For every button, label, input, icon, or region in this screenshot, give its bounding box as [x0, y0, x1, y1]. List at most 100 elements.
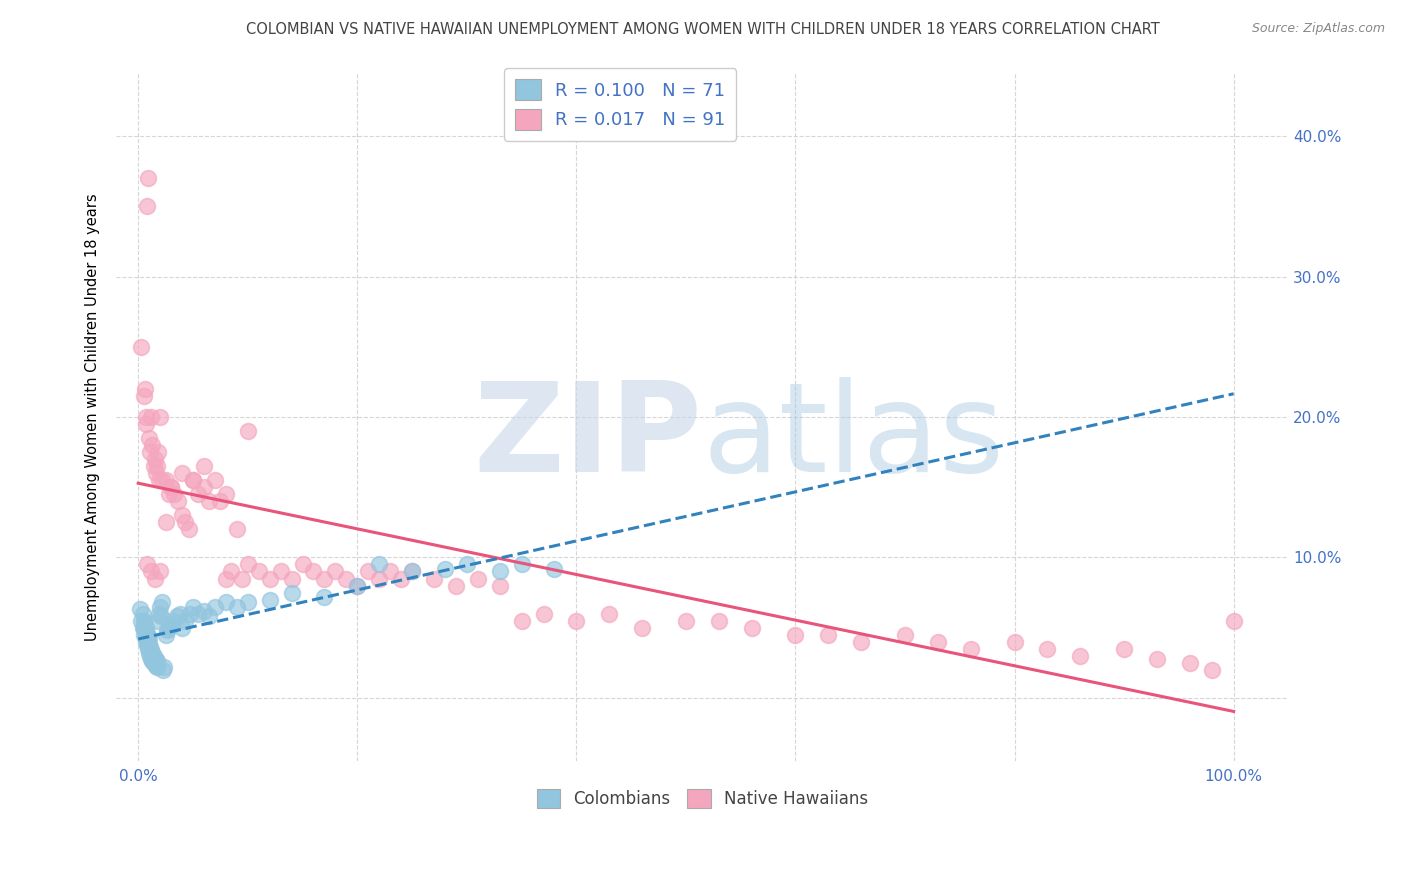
Point — [136, 629, 159, 643]
Point — [346, 578, 368, 592]
Point — [1036, 641, 1059, 656]
Point — [488, 565, 510, 579]
Point — [198, 609, 221, 624]
Point — [155, 516, 177, 530]
Point — [169, 607, 191, 621]
Point — [181, 473, 204, 487]
Point — [741, 621, 763, 635]
Point — [325, 565, 347, 579]
Point — [204, 473, 226, 487]
Point — [302, 565, 325, 579]
Point — [142, 648, 165, 663]
Point — [135, 410, 157, 425]
Point — [131, 607, 153, 621]
Point — [141, 651, 163, 665]
Point — [135, 417, 157, 431]
Point — [138, 431, 160, 445]
Point — [1201, 663, 1223, 677]
Point — [150, 609, 173, 624]
Point — [467, 572, 489, 586]
Point — [221, 565, 243, 579]
Point — [136, 632, 159, 646]
Point — [510, 614, 533, 628]
Point — [181, 599, 204, 614]
Text: COLOMBIAN VS NATIVE HAWAIIAN UNEMPLOYMENT AMONG WOMEN WITH CHILDREN UNDER 18 YEA: COLOMBIAN VS NATIVE HAWAIIAN UNEMPLOYMEN… — [246, 22, 1160, 37]
Point — [346, 578, 368, 592]
Point — [368, 558, 391, 572]
Point — [146, 459, 169, 474]
Point — [148, 473, 170, 487]
Point — [152, 663, 174, 677]
Point — [145, 653, 167, 667]
Text: ZIP: ZIP — [474, 377, 703, 498]
Text: Source: ZipAtlas.com: Source: ZipAtlas.com — [1251, 22, 1385, 36]
Point — [193, 480, 215, 494]
Point — [136, 171, 159, 186]
Point — [543, 562, 565, 576]
Point — [143, 572, 166, 586]
Point — [135, 634, 157, 648]
Point — [134, 618, 156, 632]
Point — [177, 522, 200, 536]
Point — [135, 621, 157, 635]
Point — [225, 522, 247, 536]
Point — [138, 646, 160, 660]
Point — [433, 562, 456, 576]
Point — [215, 595, 238, 609]
Point — [156, 624, 179, 638]
Point — [335, 572, 357, 586]
Point — [141, 643, 163, 657]
Point — [139, 640, 162, 655]
Point — [1178, 656, 1201, 670]
Point — [1222, 614, 1244, 628]
Point — [959, 641, 981, 656]
Point — [675, 614, 697, 628]
Point — [280, 585, 302, 599]
Point — [247, 565, 270, 579]
Point — [145, 658, 167, 673]
Point — [157, 487, 180, 501]
Point — [894, 628, 917, 642]
Point — [1004, 634, 1026, 648]
Point — [1114, 641, 1136, 656]
Point — [132, 614, 155, 628]
Point — [149, 565, 172, 579]
Point — [136, 634, 159, 648]
Point — [141, 410, 163, 425]
Point — [134, 382, 156, 396]
Point — [259, 592, 281, 607]
Point — [139, 648, 162, 663]
Point — [141, 565, 163, 579]
Point — [533, 607, 555, 621]
Point — [270, 565, 292, 579]
Point — [149, 410, 172, 425]
Point — [1146, 651, 1168, 665]
Point — [368, 572, 391, 586]
Point — [179, 607, 201, 621]
Point — [160, 480, 183, 494]
Point — [146, 654, 169, 668]
Point — [138, 638, 160, 652]
Point — [146, 614, 169, 628]
Point — [146, 445, 169, 459]
Point — [170, 621, 193, 635]
Point — [132, 621, 155, 635]
Point — [131, 340, 153, 354]
Point — [131, 621, 153, 635]
Point — [198, 494, 221, 508]
Point — [215, 572, 238, 586]
Point — [141, 654, 163, 668]
Point — [598, 607, 620, 621]
Point — [160, 618, 183, 632]
Point — [456, 558, 478, 572]
Point — [236, 595, 259, 609]
Point — [153, 660, 176, 674]
Point — [131, 614, 153, 628]
Point — [444, 578, 467, 592]
Point — [160, 480, 183, 494]
Point — [357, 565, 380, 579]
Point — [146, 660, 169, 674]
Y-axis label: Unemployment Among Women with Children Under 18 years: Unemployment Among Women with Children U… — [86, 194, 100, 640]
Point — [174, 614, 197, 628]
Point — [155, 628, 177, 642]
